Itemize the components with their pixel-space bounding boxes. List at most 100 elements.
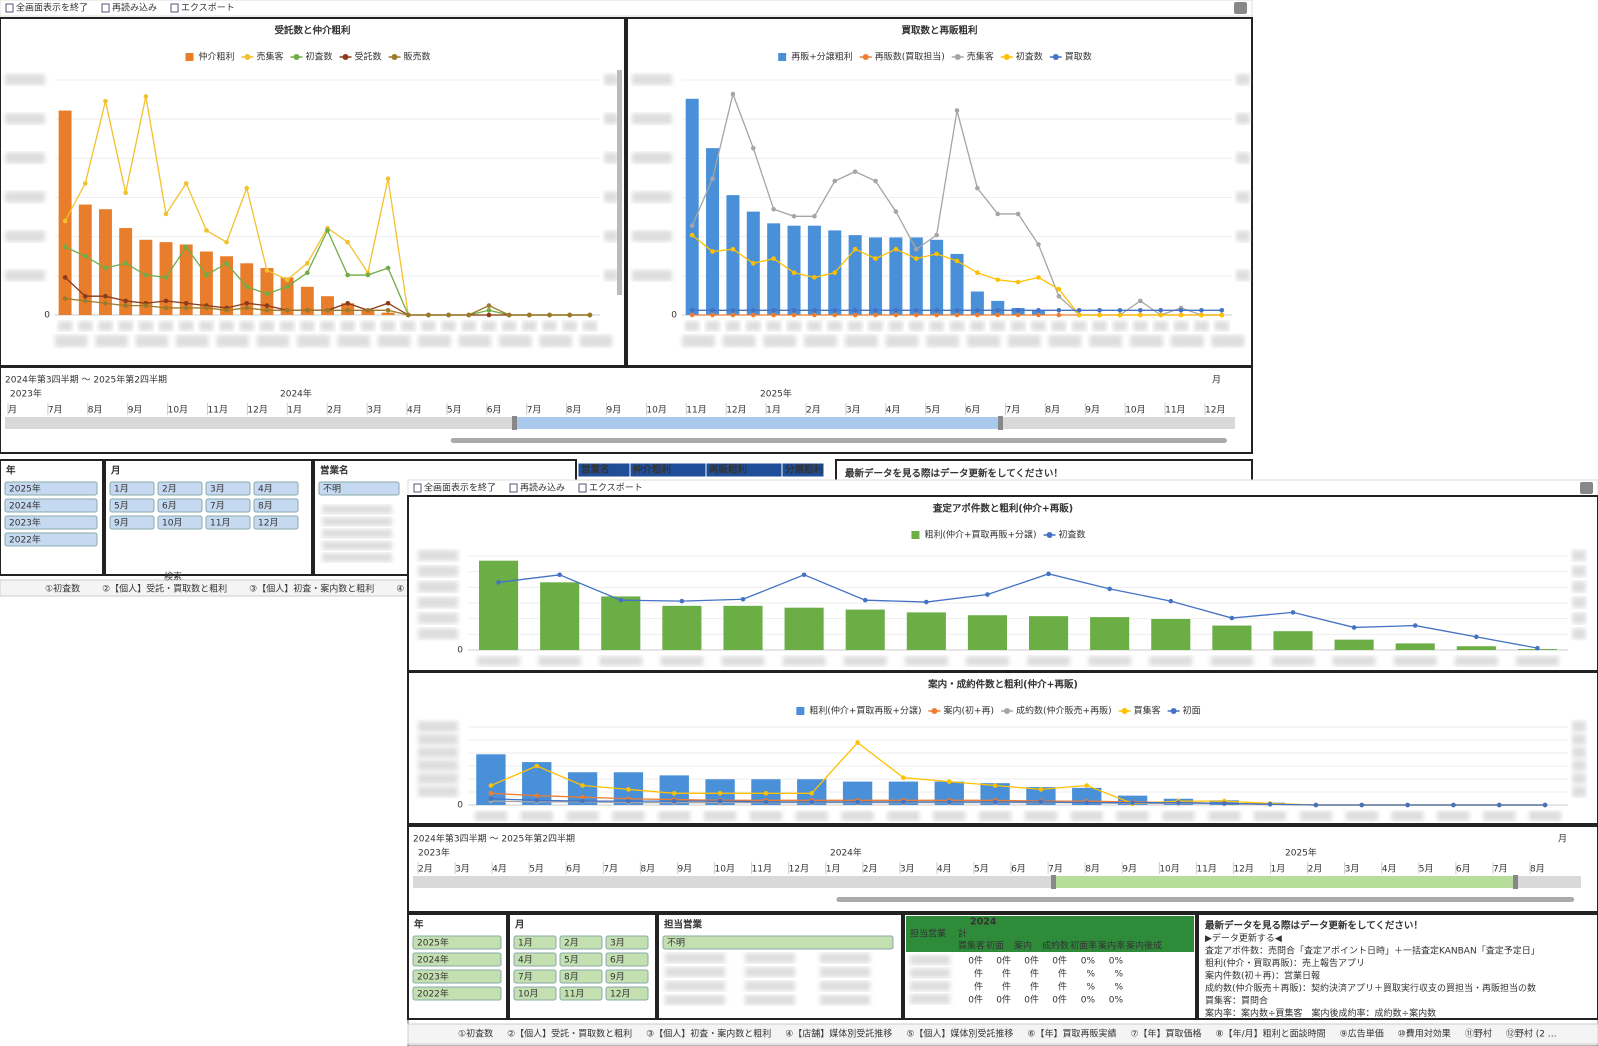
filter-item-label[interactable]: 3月 — [210, 484, 225, 495]
pivot-cell: 0件 — [968, 994, 983, 1006]
notice-line[interactable]: ▶データ更新する◀ — [1205, 932, 1282, 944]
filter-item-label[interactable]: 11月 — [564, 989, 584, 1000]
bar — [1212, 625, 1252, 650]
toolbar-button[interactable]: 全画面表示を終了 — [424, 482, 496, 494]
filter-item-label[interactable]: 2022年 — [417, 988, 449, 1000]
tab[interactable]: ⑨広告単価 — [1340, 1028, 1384, 1040]
line-marker — [1359, 802, 1365, 808]
timeline-month: 1月 — [1271, 864, 1286, 875]
filter-item-label[interactable]: 10月 — [162, 518, 182, 529]
blurred-label — [322, 517, 392, 526]
filter-item-label[interactable]: 不明 — [667, 938, 685, 949]
filter-item-label[interactable]: 4月 — [258, 484, 273, 495]
legend-marker — [1003, 54, 1010, 60]
filter-item-label[interactable]: 2024年 — [417, 954, 449, 966]
legend-marker — [293, 54, 300, 60]
filter-item-label[interactable]: 2025年 — [9, 483, 41, 495]
tab[interactable]: ⑥【年】買取再販実績 — [1027, 1028, 1116, 1040]
blurred-label — [138, 321, 153, 331]
line-marker — [488, 791, 494, 796]
filter-item-label[interactable]: 8月 — [564, 972, 579, 983]
pivot-head — [906, 916, 1194, 952]
filter-item-label[interactable]: 10月 — [518, 989, 538, 1000]
timeline-unit[interactable]: 月 — [1212, 375, 1221, 386]
filter-item-label[interactable]: 6月 — [162, 501, 177, 512]
legend-marker — [1046, 532, 1053, 538]
tab[interactable]: ⑪野村 — [1465, 1028, 1492, 1040]
toolbar-button[interactable]: 全画面表示を終了 — [16, 2, 88, 14]
filter-item-label[interactable]: 12月 — [258, 518, 278, 529]
blurred-label — [848, 321, 863, 331]
blurred-label — [219, 321, 234, 331]
line-marker — [264, 268, 270, 273]
filter-item-label[interactable]: 2月 — [564, 938, 579, 949]
legend-label: 買取数 — [1065, 51, 1092, 63]
blurred-label — [910, 968, 950, 978]
blurred-label — [1393, 656, 1437, 666]
filter-item-label[interactable]: 不明 — [323, 484, 341, 495]
filter-item-label[interactable]: 6月 — [610, 955, 625, 966]
filter-item — [109, 481, 155, 496]
timeline-month: 11月 — [208, 405, 228, 416]
blurred-label — [322, 553, 392, 562]
filter-item-label[interactable]: 12月 — [610, 989, 630, 1000]
line-marker — [1015, 312, 1021, 318]
line-marker — [771, 206, 776, 212]
toolbar-button[interactable]: 再読み込み — [112, 2, 157, 14]
tab[interactable]: ③【個人】初査・案内数と粗利 — [249, 583, 374, 595]
filter-item-label[interactable]: 2月 — [162, 484, 177, 495]
filter-item-label[interactable]: 8月 — [258, 501, 273, 512]
tab[interactable]: ①初査数 — [45, 583, 80, 595]
line-marker — [1168, 598, 1174, 604]
tab[interactable]: ③【個人】初査・案内数と粗利 — [646, 1028, 771, 1040]
filter-item-label[interactable]: 9月 — [114, 518, 129, 529]
line-marker — [1076, 312, 1082, 318]
blurred-label — [5, 230, 45, 242]
tab[interactable]: ⑦【年】買取価格 — [1130, 1028, 1201, 1040]
blurred-label — [1572, 565, 1586, 577]
toolbar-button[interactable]: エクスポート — [181, 3, 235, 14]
tab[interactable]: ④【店舗】媒体別受託推移 — [785, 1028, 892, 1040]
filter-item-label[interactable]: 2025年 — [417, 937, 449, 949]
toolbar — [0, 0, 1253, 17]
blurred-label — [782, 656, 826, 666]
tab[interactable]: ②【個人】受託・買取数と粗利 — [507, 1028, 632, 1040]
filter-item-label[interactable]: 3月 — [610, 938, 625, 949]
blurred-label — [199, 321, 214, 331]
notice-line: 査定アポ件数：売問合「査定アポイント日時」＋一括査定KANBAN「査定予定日」 — [1205, 945, 1540, 957]
line-marker — [587, 312, 593, 318]
tab[interactable]: ⑧【年/月】粗利と面談時間 — [1216, 1028, 1326, 1040]
filter-item-label[interactable]: 2023年 — [417, 971, 449, 983]
filter-item-label[interactable]: 2023年 — [9, 517, 41, 529]
tab[interactable]: ①初査数 — [458, 1028, 493, 1040]
bar — [58, 110, 72, 315]
legend-marker — [1052, 54, 1059, 60]
filter-item-label[interactable]: 4月 — [518, 955, 533, 966]
tab[interactable]: ②【個人】受託・買取数と粗利 — [102, 583, 227, 595]
tab[interactable]: ⑩費用対効果 — [1398, 1028, 1451, 1040]
filter-item-label[interactable]: 11月 — [210, 518, 230, 529]
timeline-month: 5月 — [529, 864, 544, 875]
line-marker — [995, 308, 1001, 313]
filter-item-label[interactable]: 7月 — [210, 501, 225, 512]
blurred-label — [579, 335, 613, 347]
tab[interactable]: ⑫野村 (2 … — [1506, 1028, 1557, 1040]
toolbar-button[interactable]: エクスポート — [589, 483, 643, 494]
table-header — [781, 462, 825, 478]
tab[interactable]: ⑤【個人】媒体別受託推移 — [906, 1028, 1013, 1040]
line-marker — [852, 308, 858, 313]
timeline-month: 8月 — [1085, 864, 1100, 875]
filter-item-label[interactable]: 2024年 — [9, 500, 41, 512]
timeline-unit[interactable]: 月 — [1558, 834, 1567, 845]
filter-item-label[interactable]: 2022年 — [9, 534, 41, 546]
pivot-cell: 0件 — [1024, 955, 1039, 967]
filter-item-label[interactable]: 1月 — [518, 938, 533, 949]
filter-item-label[interactable]: 7月 — [518, 972, 533, 983]
filter-item-label[interactable]: 1月 — [114, 484, 129, 495]
toolbar-button[interactable]: 再読み込み — [520, 482, 565, 494]
filter-item-label[interactable]: 9月 — [610, 972, 625, 983]
filter-item-label[interactable]: 5月 — [114, 501, 129, 512]
y-tick-label: 0 — [44, 311, 50, 321]
filter-item-label[interactable]: 5月 — [564, 955, 579, 966]
filter-item — [253, 498, 299, 513]
